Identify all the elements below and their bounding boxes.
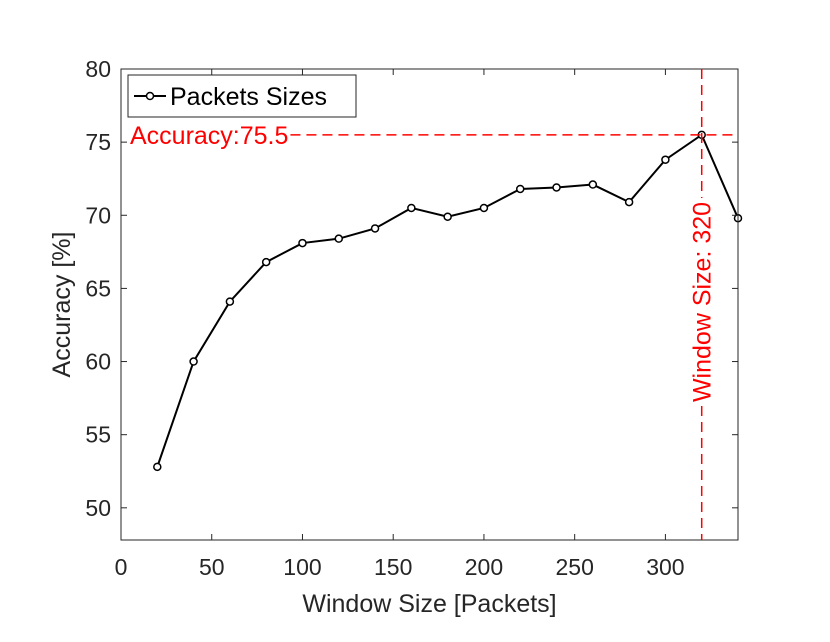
data-point [515,184,525,194]
y-tick-label: 65 [85,275,111,301]
data-point [661,155,670,164]
y-tick-label: 50 [85,495,111,521]
data-point [334,234,344,243]
data-point [552,183,561,192]
y-tick-label: 75 [85,129,111,155]
data-point [153,462,162,472]
y-tick-label: 60 [85,349,111,375]
data-point [298,238,307,248]
window-size-annotation-label: Window Size: 320 [689,202,717,402]
series-line [156,133,739,468]
plot-area-frame [120,68,739,541]
x-axis-title: Window Size [Packets] [302,590,556,618]
data-point [479,203,489,213]
x-tick-label: 50 [199,554,225,580]
legend: Packets Sizes [127,74,357,118]
y-tick-label: 70 [85,202,111,228]
x-tick-label: 200 [465,554,503,580]
x-tick-label: 300 [646,554,684,580]
y-axis-title: Accuracy [%] [48,232,76,378]
data-point [225,297,235,306]
y-tick-label: 80 [85,56,111,82]
accuracy-annotation-label: Accuracy:75.5 [130,122,288,150]
data-point [261,257,271,267]
data-point [189,357,198,366]
x-tick-label: 250 [555,554,593,580]
data-point [588,180,598,189]
data-point [624,197,634,207]
x-tick-label: 100 [283,554,321,580]
x-tick-label: 0 [115,554,128,580]
data-point [443,212,452,221]
data-point [407,203,416,213]
legend-label: Packets Sizes [170,83,327,111]
data-point [370,224,380,233]
x-tick-label: 150 [374,554,412,580]
legend-marker-swatch [145,91,155,101]
y-tick-label: 55 [85,422,111,448]
